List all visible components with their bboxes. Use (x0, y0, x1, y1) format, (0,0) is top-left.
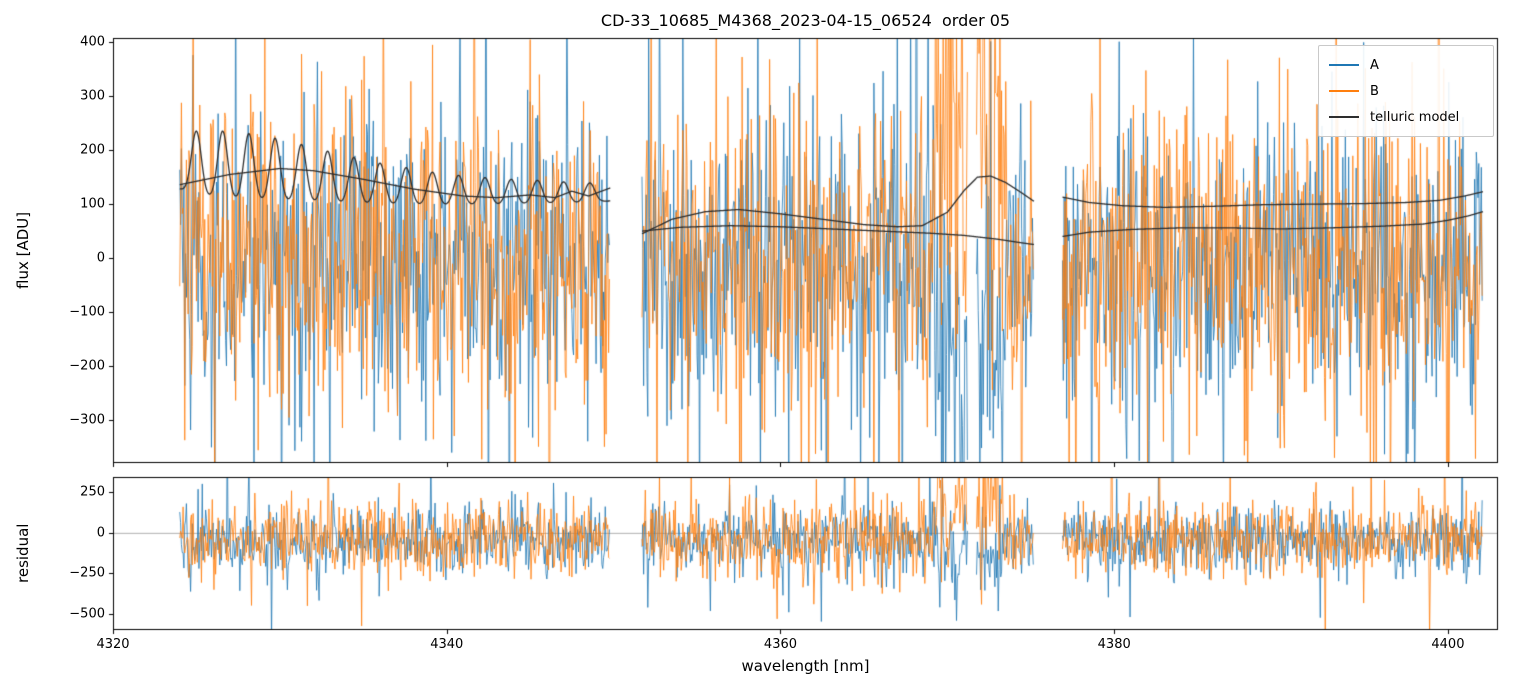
x-tick-label: 4320 (96, 637, 130, 652)
y-tick-label: −200 (69, 358, 105, 374)
y-tick-label: 0 (96, 250, 105, 266)
legend-entry-a: A (1329, 52, 1483, 78)
legend-line-a-swatch (1329, 64, 1359, 66)
y-tick-label: 400 (80, 34, 105, 50)
x-tick-label: 4360 (763, 637, 798, 652)
legend-line-b-swatch (1329, 90, 1359, 92)
x-axis-label: wavelength [nm] (741, 657, 870, 675)
y-tick-label: −300 (69, 412, 105, 428)
x-tick-label: 4340 (430, 637, 464, 652)
legend-line-telluric-swatch (1329, 116, 1359, 118)
legend-label-b: B (1370, 83, 1379, 99)
y-tick-label: −500 (69, 606, 105, 622)
legend-label-telluric: telluric model (1370, 109, 1460, 125)
legend-entry-b: B (1329, 78, 1483, 104)
y-tick-label: 0 (96, 525, 105, 541)
legend: A B telluric model (1318, 45, 1494, 137)
y-tick-label: 100 (80, 196, 105, 212)
y-tick-label: 250 (80, 484, 105, 500)
y-tick-label: 300 (80, 88, 105, 104)
legend-entry-telluric: telluric model (1329, 104, 1483, 130)
y-tick-label: −250 (69, 565, 105, 581)
legend-label-a: A (1370, 57, 1379, 73)
y-tick-label: 200 (80, 142, 105, 158)
residual-axis-label: residual (14, 523, 32, 584)
chart-title: CD-33_10685_M4368_2023-04-15_06524 order… (600, 11, 1011, 30)
flux-axis-label: flux [ADU] (14, 211, 32, 290)
y-tick-label: −100 (69, 304, 105, 320)
x-tick-label: 4400 (1431, 637, 1465, 652)
x-tick-label: 4380 (1097, 637, 1131, 652)
